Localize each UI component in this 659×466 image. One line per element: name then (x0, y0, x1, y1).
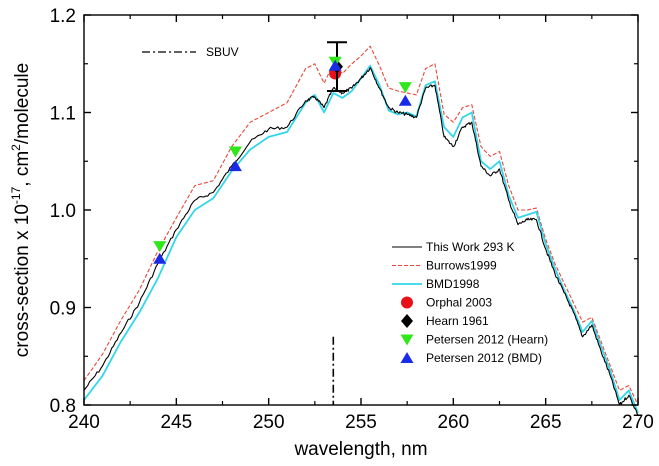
x-axis-ticks: 240 245 250 255 260 265 270 (68, 15, 654, 433)
y-axis-title-squared: 2 (9, 144, 23, 151)
legend-label: BMD1998 (426, 277, 480, 291)
legend-label: Petersen 2012 (BMD) (426, 351, 542, 365)
point-petersen-2012-bmd (153, 252, 167, 264)
series-layer (83, 45, 639, 416)
point-petersen-2012-bmd (328, 59, 342, 71)
axes-layer (83, 14, 639, 406)
y-tick-label: 1.0 (50, 201, 76, 222)
y-tick-label: 0.9 (50, 299, 76, 320)
points-layer (153, 41, 412, 264)
x-tick-label: 260 (437, 412, 469, 433)
legend-label: This Work 293 K (426, 240, 514, 254)
x-axis-title: wavelength, nm (293, 439, 427, 460)
point-petersen-2012-bmd (398, 94, 412, 106)
point-petersen-2012-bmd (228, 160, 242, 172)
y-tick-label: 0.8 (50, 396, 76, 417)
plot-frame (83, 14, 639, 406)
legend-marker (400, 352, 414, 363)
y-axis-title-mid: , cm (12, 151, 33, 187)
x-tick-label: 270 (622, 412, 654, 433)
sbuv-label: SBUV (206, 45, 239, 59)
y-axis-title: cross-section x 10-17, cm2/molecule (9, 63, 33, 357)
x-tick-label: 245 (160, 412, 192, 433)
point-petersen-2012-hearn (228, 146, 242, 158)
series-line-this-work-293-k (83, 67, 639, 416)
legend-label: Hearn 1961 (426, 314, 489, 328)
x-tick-label: 240 (68, 412, 100, 433)
y-axis-title-exponent: -17 (9, 186, 23, 204)
legend-marker (400, 334, 414, 346)
y-axis-title-suffix: /molecule (12, 63, 33, 144)
series-line-bmd1998 (83, 64, 639, 414)
legend-label: Petersen 2012 (Hearn) (426, 333, 548, 347)
legend-marker (401, 296, 413, 309)
x-tick-label: 265 (530, 412, 562, 433)
point-petersen-2012-hearn (153, 241, 167, 253)
x-tick-label: 255 (345, 412, 377, 433)
x-tick-label: 250 (253, 412, 285, 433)
legend-label: Burrows1999 (426, 259, 497, 273)
legend: This Work 293 K Burrows1999 BMD1998 Orphal … (392, 240, 548, 365)
y-tick-label: 1.2 (50, 6, 76, 27)
series-line-burrows1999 (83, 45, 639, 406)
y-axis-ticks: 0.8 0.9 1.0 1.1 1.2 (50, 6, 638, 417)
point-petersen-2012-hearn (398, 82, 412, 94)
y-axis-title-prefix: cross-section x 10 (12, 204, 33, 357)
annotation-layer: SBUV (142, 45, 335, 405)
legend-marker (401, 314, 413, 328)
y-tick-label: 1.1 (50, 104, 76, 125)
legend-label: Orphal 2003 (426, 296, 492, 310)
